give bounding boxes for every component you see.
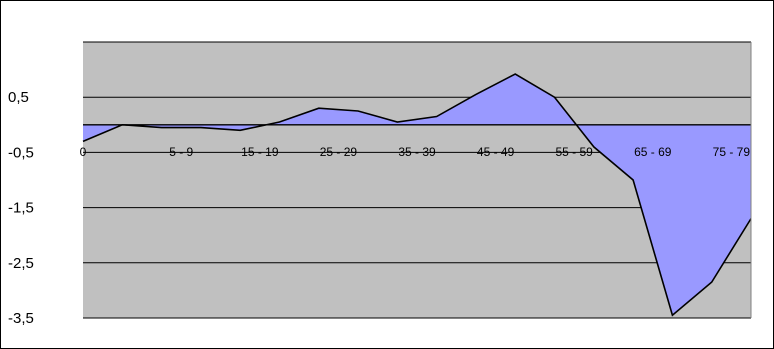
y-tick-label: -0,5 bbox=[8, 144, 34, 161]
x-tick-label: 0 bbox=[80, 145, 87, 159]
y-tick-label: -3,5 bbox=[8, 310, 34, 327]
x-tick-label: 25 - 29 bbox=[320, 145, 358, 159]
y-tick-label: -2,5 bbox=[8, 255, 34, 272]
x-tick-label: 65 - 69 bbox=[634, 145, 672, 159]
x-tick-label: 15 - 19 bbox=[241, 145, 279, 159]
y-tick-label: 0,5 bbox=[8, 89, 29, 106]
y-tick-label: -1,5 bbox=[8, 200, 34, 217]
x-tick-label: 75 - 79 bbox=[713, 145, 751, 159]
x-tick-label: 5 - 9 bbox=[169, 145, 193, 159]
x-tick-label: 55 - 59 bbox=[555, 145, 593, 159]
x-tick-label: 35 - 39 bbox=[398, 145, 436, 159]
series-line bbox=[82, 73, 752, 317]
x-tick-label: 45 - 49 bbox=[477, 145, 515, 159]
